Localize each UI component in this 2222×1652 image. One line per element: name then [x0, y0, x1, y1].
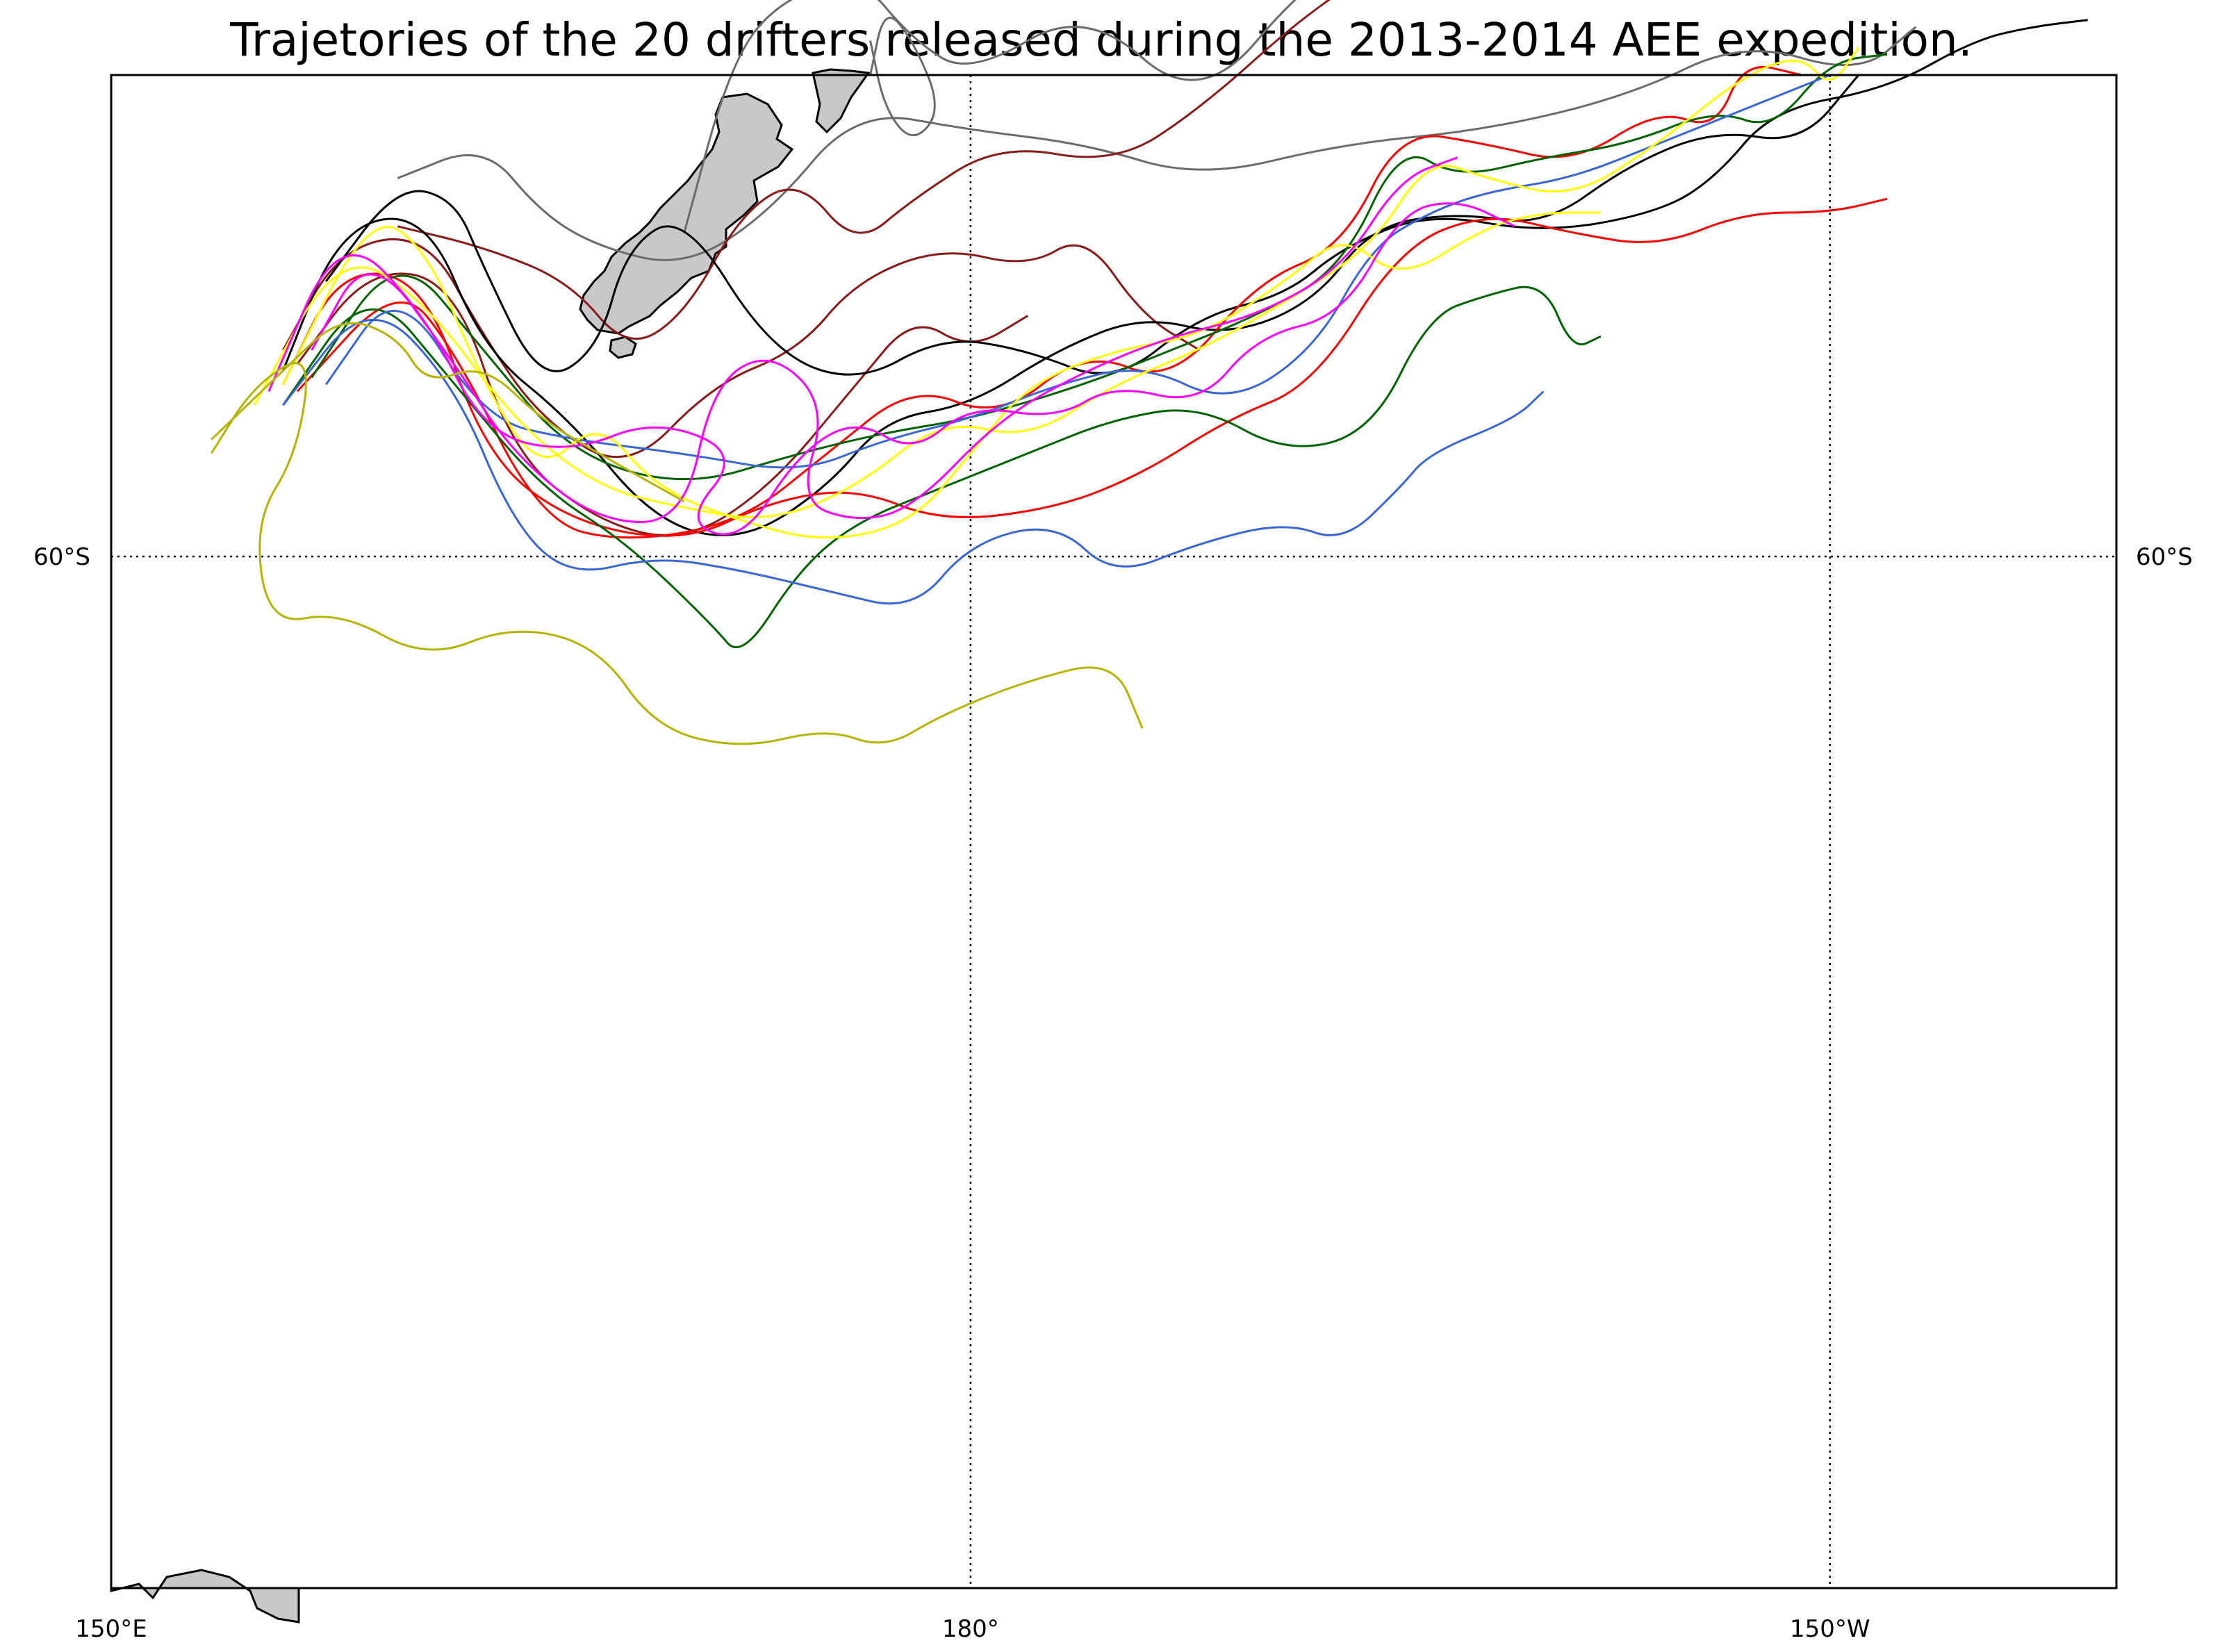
drifter-track-15: [253, 47, 1860, 518]
drifter-track-7: [282, 74, 1860, 536]
y-tick-label-left: 60°S: [33, 543, 90, 571]
drifter-track-8: [282, 197, 1888, 537]
antarctica-coast: [110, 1569, 300, 1624]
graticule: [110, 75, 2116, 1588]
y-tick-label-right: 60°S: [2136, 543, 2193, 571]
drifter-track-3: [397, 0, 1331, 340]
map-frame: [110, 74, 2118, 1589]
new-zealand-north-island-tip: [812, 68, 871, 134]
map-title: Trajetories of the 20 drifters released …: [229, 13, 1973, 67]
new-zealand-south-island: [579, 92, 794, 335]
x-tick-label: 180°: [942, 1615, 999, 1643]
drifter-track-11: [311, 53, 1888, 481]
stewart-island: [609, 336, 637, 359]
drifter-track-4: [282, 238, 1201, 459]
drifter-track-14: [282, 211, 1601, 539]
drifter-track-10: [282, 286, 1602, 649]
x-tick-label: 150°W: [1790, 1615, 1870, 1643]
drifter-track-19: [211, 322, 685, 503]
drifter-track-5: [296, 272, 1029, 536]
drifter-track-2: [397, 26, 1917, 261]
drifter-track-12: [282, 318, 1545, 605]
drifter-tracks: [211, 0, 2088, 745]
drifter-track-18: [211, 362, 1144, 745]
drifter-track-9: [296, 66, 1802, 539]
land-masses: [110, 68, 871, 1624]
drifter-track-13: [324, 74, 1831, 469]
x-tick-label: 150°E: [75, 1615, 147, 1643]
drifter-track-17: [311, 156, 1458, 523]
drifter-track-1: [683, 0, 1297, 234]
